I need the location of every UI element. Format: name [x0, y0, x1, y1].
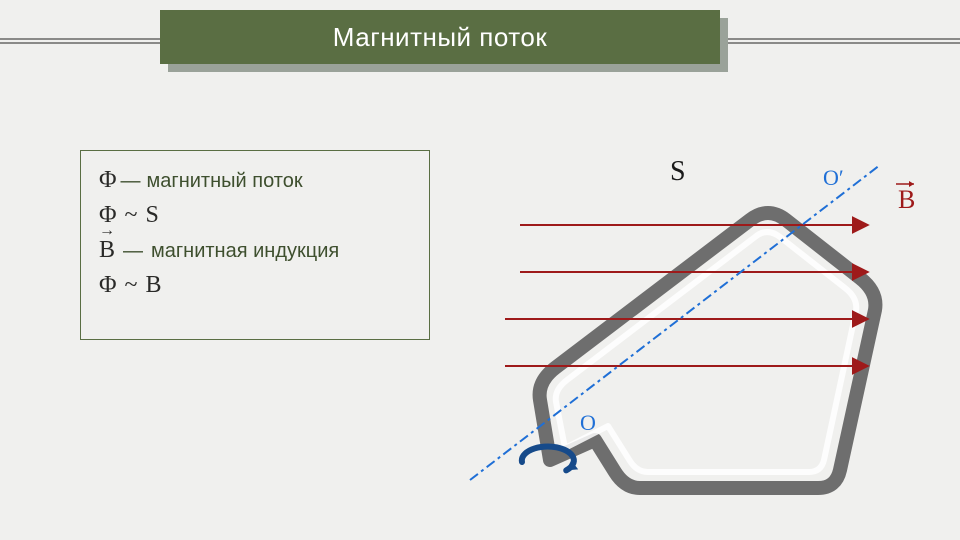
tilde-4: ~ [125, 272, 138, 299]
dash-3: — [123, 240, 143, 263]
b-var: B [146, 272, 162, 299]
title-bar: Магнитный поток [160, 10, 720, 64]
svg-text:B: B [898, 185, 915, 214]
svg-text:S: S [670, 156, 686, 187]
def-line-1: Φ — магнитный поток [99, 167, 411, 194]
def-line-3: → B — магнитная индукция [99, 237, 411, 264]
def-text-3: магнитная индукция [151, 240, 339, 263]
flux-diagram: O O′ S B [420, 120, 940, 520]
svg-text:O: O [580, 410, 596, 435]
def-line-4: Φ ~ B [99, 272, 411, 299]
b-vector-symbol: → B [99, 237, 115, 264]
s-var: S [146, 202, 159, 229]
dash: — [121, 170, 141, 193]
svg-text:O′: O′ [823, 165, 844, 190]
b-letter: B [99, 237, 115, 263]
page-title: Магнитный поток [333, 22, 547, 53]
tilde: ~ [125, 202, 138, 229]
phi-symbol: Φ [99, 167, 117, 194]
definitions-box: Φ — магнитный поток Φ ~ S → B — магнитна… [80, 150, 430, 340]
phi-symbol-4: Φ [99, 272, 117, 299]
def-text-1: магнитный поток [147, 170, 303, 193]
vector-arrow-icon: → [99, 223, 115, 239]
def-line-2: Φ ~ S [99, 202, 411, 229]
